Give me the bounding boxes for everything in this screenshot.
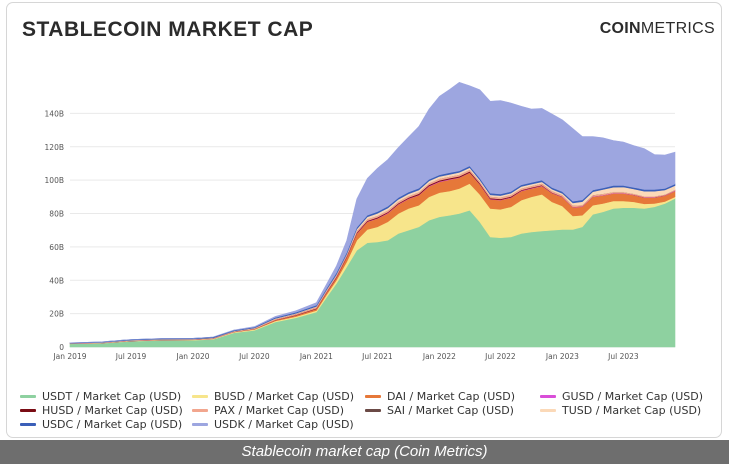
x-tick-label: Jan 2021: [299, 352, 333, 361]
area-usdk: [69, 81, 676, 344]
legend-label: PAX / Market Cap (USD): [214, 404, 344, 417]
x-tick-label: Jul 2022: [484, 352, 516, 361]
legend-swatch: [20, 409, 36, 412]
x-tick-label: Jan 2022: [422, 352, 456, 361]
x-axis: Jan 2019 Jul 2019 Jan 2020 Jul 2020 Jan 2021…: [52, 352, 638, 361]
y-tick-label: 140B: [45, 109, 64, 118]
y-tick-label: 20B: [49, 310, 64, 319]
page-title: STABLECOIN MARKET CAP: [22, 18, 314, 41]
y-tick-label: 40B: [49, 276, 64, 285]
legend-item: USDK / Market Cap (USD): [192, 418, 354, 431]
coinmetrics-logo: COINMETRICS: [600, 20, 715, 38]
legend-label: USDT / Market Cap (USD): [42, 390, 182, 403]
legend-item: USDC / Market Cap (USD): [20, 418, 182, 431]
legend-item: TUSD / Market Cap (USD): [540, 404, 701, 417]
legend-swatch: [20, 423, 36, 426]
logo-strong-text: COIN: [599, 20, 641, 37]
x-tick-label: Jan 2020: [175, 352, 209, 361]
y-tick-label: 0: [59, 343, 64, 352]
logo-light-text: METRICS: [640, 20, 715, 37]
y-tick-label: 60B: [49, 243, 64, 252]
legend-label: USDK / Market Cap (USD): [214, 418, 354, 431]
legend-item: GUSD / Market Cap (USD): [540, 390, 703, 403]
legend-swatch: [192, 423, 208, 426]
x-tick-label: Jul 2020: [238, 352, 270, 361]
legend-item: HUSD / Market Cap (USD): [20, 404, 183, 417]
caption-bar: [0, 440, 729, 464]
legend-swatch: [540, 395, 556, 398]
area-series-layer: [69, 81, 676, 348]
x-tick-label: Jan 2019: [52, 352, 86, 361]
legend-label: HUSD / Market Cap (USD): [42, 404, 183, 417]
legend-swatch: [365, 395, 381, 398]
legend-label: TUSD / Market Cap (USD): [562, 404, 702, 417]
legend-item: USDT / Market Cap (USD): [20, 390, 181, 403]
legend-label: USDC / Market Cap (USD): [42, 418, 183, 431]
legend-swatch: [540, 409, 556, 412]
image-caption: Stablecoin market cap (Coin Metrics): [241, 443, 488, 460]
chart-legend: USDT / Market Cap (USD) BUSD / Market Cap…: [20, 390, 710, 436]
y-axis: 0 20B 40B 60B 80B 100B 120B 140B: [45, 109, 65, 352]
x-tick-label: Jul 2019: [115, 352, 147, 361]
y-tick-label: 100B: [45, 176, 64, 185]
y-tick-label: 80B: [49, 210, 64, 219]
legend-label: SAI / Market Cap (USD): [387, 404, 514, 417]
legend-swatch: [192, 395, 208, 398]
legend-swatch: [365, 409, 381, 412]
legend-label: GUSD / Market Cap (USD): [562, 390, 704, 403]
legend-swatch: [192, 409, 208, 412]
x-tick-label: Jan 2023: [545, 352, 579, 361]
legend-label: DAI / Market Cap (USD): [387, 390, 516, 403]
y-tick-label: 120B: [45, 143, 64, 152]
legend-swatch: [20, 395, 36, 398]
legend-label: BUSD / Market Cap (USD): [214, 390, 355, 403]
legend-item: PAX / Market Cap (USD): [192, 404, 344, 417]
x-tick-label: Jul 2023: [607, 352, 639, 361]
legend-item: DAI / Market Cap (USD): [365, 390, 515, 403]
legend-item: BUSD / Market Cap (USD): [192, 390, 354, 403]
x-tick-label: Jul 2021: [361, 352, 393, 361]
legend-item: SAI / Market Cap (USD): [365, 404, 514, 417]
